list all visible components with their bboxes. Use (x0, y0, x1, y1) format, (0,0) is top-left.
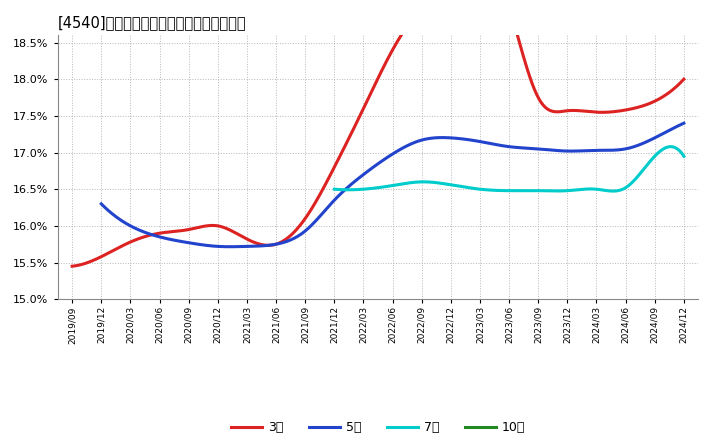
7年 (519, 188, 528, 193)
7年 (617, 187, 626, 192)
7年 (672, 146, 681, 151)
Text: [4540]　経常利益マージンの平均値の推移: [4540] 経常利益マージンの平均値の推移 (58, 15, 246, 30)
Line: 7年: 7年 (334, 147, 684, 191)
Line: 3年: 3年 (72, 0, 684, 266)
3年 (362, 100, 371, 105)
Line: 5年: 5年 (102, 123, 684, 247)
5年 (445, 135, 454, 140)
Legend: 3年, 5年, 7年, 10年: 3年, 5年, 7年, 10年 (225, 416, 531, 439)
7年 (666, 144, 675, 149)
5年 (225, 244, 234, 249)
3年 (68, 264, 76, 269)
5年 (667, 127, 675, 132)
7年 (330, 187, 338, 192)
7年 (498, 188, 507, 193)
5年 (413, 139, 422, 144)
3年 (432, 0, 441, 1)
3年 (359, 107, 367, 113)
3年 (399, 29, 408, 35)
3年 (666, 89, 675, 94)
3年 (680, 77, 688, 82)
5年 (680, 121, 688, 126)
7年 (609, 188, 618, 194)
5年 (375, 160, 384, 165)
5年 (97, 201, 106, 206)
7年 (680, 154, 688, 159)
7年 (496, 188, 505, 193)
5年 (378, 158, 387, 163)
3年 (570, 108, 579, 113)
5年 (575, 148, 584, 154)
7年 (538, 188, 546, 194)
